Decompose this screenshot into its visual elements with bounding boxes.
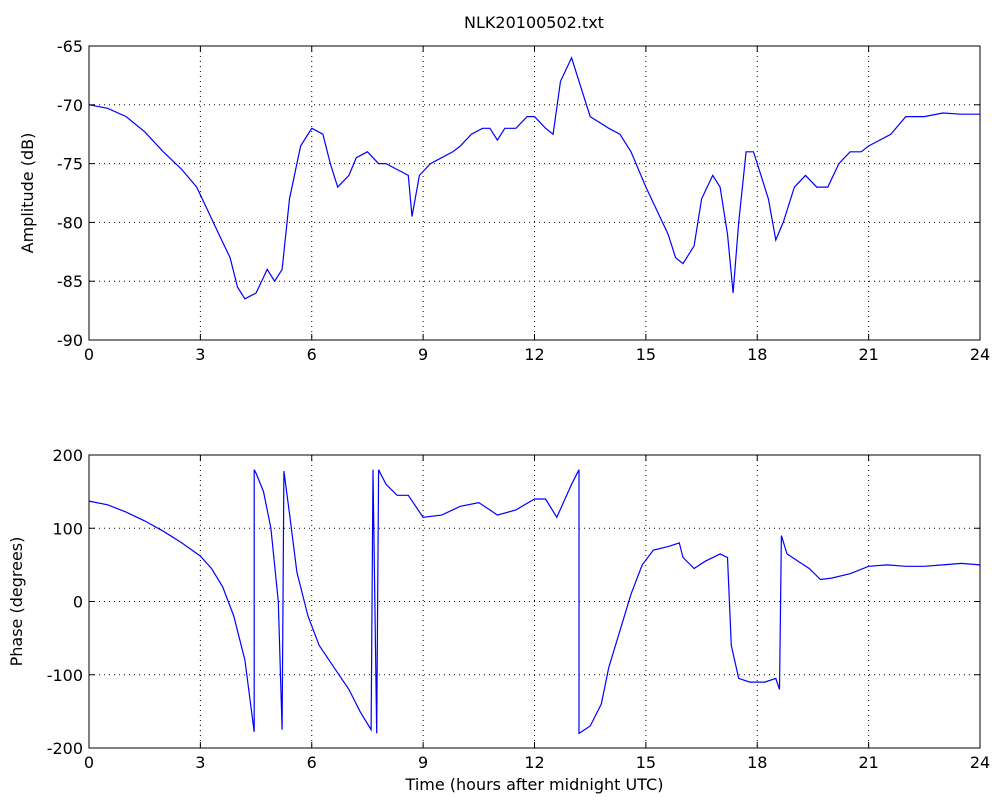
x-tick-label: 9 bbox=[418, 753, 428, 772]
y-tick-label: -200 bbox=[47, 739, 83, 758]
y-tick-label: -85 bbox=[57, 272, 83, 291]
x-axis-label: Time (hours after midnight UTC) bbox=[405, 775, 664, 794]
axes-frame bbox=[88, 45, 981, 341]
y-tick-label: 100 bbox=[52, 519, 83, 538]
y-tick-label: -70 bbox=[57, 96, 83, 115]
x-tick-label: 15 bbox=[636, 753, 656, 772]
x-tick-label: 3 bbox=[195, 345, 205, 364]
x-tick-label: 0 bbox=[84, 753, 94, 772]
x-tick-label: 12 bbox=[524, 753, 544, 772]
x-tick-label: 6 bbox=[307, 345, 317, 364]
x-tick-label: 9 bbox=[418, 345, 428, 364]
y-axis-label: Amplitude (dB) bbox=[18, 133, 37, 254]
y-tick-label: -100 bbox=[47, 666, 83, 685]
x-tick-label: 0 bbox=[84, 345, 94, 364]
y-tick-label: 0 bbox=[73, 593, 83, 612]
x-tick-label: 18 bbox=[747, 753, 767, 772]
y-tick-label: -65 bbox=[57, 37, 83, 56]
y-tick-label: -80 bbox=[57, 213, 83, 232]
plot-area bbox=[89, 46, 980, 340]
x-tick-label: 21 bbox=[858, 753, 878, 772]
x-tick-label: 15 bbox=[636, 345, 656, 364]
axes-frame bbox=[88, 454, 981, 749]
data-line bbox=[88, 56, 980, 300]
data-line bbox=[88, 469, 981, 735]
x-tick-label: 24 bbox=[970, 753, 990, 772]
y-tick-label: -75 bbox=[57, 155, 83, 174]
x-tick-label: 6 bbox=[307, 753, 317, 772]
y-axis-label: Phase (degrees) bbox=[7, 537, 26, 667]
x-tick-label: 18 bbox=[747, 345, 767, 364]
y-tick-label: -90 bbox=[57, 331, 83, 350]
x-tick-label: 21 bbox=[858, 345, 878, 364]
x-tick-label: 24 bbox=[970, 345, 990, 364]
x-tick-label: 12 bbox=[524, 345, 544, 364]
x-tick-label: 3 bbox=[195, 753, 205, 772]
chart-title: NLK20100502.txt bbox=[464, 13, 604, 32]
y-tick-label: 200 bbox=[52, 446, 83, 465]
